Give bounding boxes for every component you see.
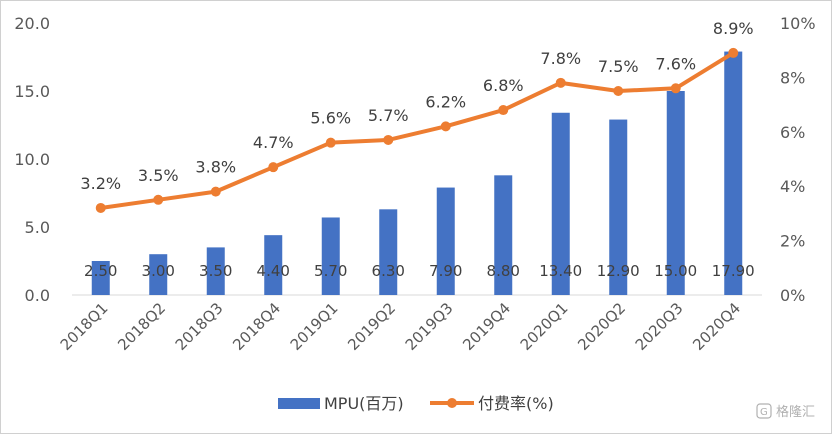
bar: [494, 175, 513, 295]
bar-labels-layer: 2.50 3.00 3.50 4.40 5.70 6.30 7.90 8.80 13.40 12.…: [84, 262, 755, 280]
legend-label-bar: MPU(百万): [324, 394, 404, 413]
line-value-label: 6.8%: [483, 76, 524, 95]
y-left-tick-label: 15.0: [14, 82, 50, 101]
legend-label-line: 付费率(%): [478, 394, 554, 413]
y-left-tick-label: 20.0: [14, 14, 50, 33]
line-point: [325, 137, 336, 148]
bar: [551, 112, 570, 295]
watermark-text: 格隆汇: [776, 404, 815, 420]
bar: [149, 254, 168, 295]
line-series-path: [100, 51, 735, 210]
bar: [436, 187, 455, 295]
bar-value-label: 6.30: [372, 262, 405, 280]
bar-value-label: 8.80: [487, 262, 520, 280]
legend: MPU(百万) 付费率(%): [278, 394, 554, 413]
line-point: [498, 105, 509, 116]
bar: [666, 91, 685, 295]
bar: [91, 261, 110, 295]
bar: [206, 247, 225, 295]
line-value-label: 5.6%: [310, 109, 351, 128]
line-value-label: 5.7%: [368, 106, 409, 125]
line-value-label: 7.6%: [655, 54, 696, 73]
line-value-label: 3.8%: [195, 158, 236, 177]
line-point: [728, 47, 739, 58]
line-value-label: 7.8%: [540, 49, 581, 68]
bar-value-label: 15.00: [654, 262, 697, 280]
bar-value-label: 17.90: [712, 262, 755, 280]
y-right-tick-label: 6%: [780, 123, 805, 142]
bar-value-label: 7.90: [429, 262, 462, 280]
y-right-tick-label: 2%: [780, 232, 805, 251]
line-value-label: 7.5%: [598, 57, 639, 76]
y-right-tick-label: 8%: [780, 68, 805, 87]
line-point: [95, 202, 106, 213]
line-value-label: 4.7%: [253, 133, 294, 152]
line-value-label: 3.2%: [80, 174, 121, 193]
line-labels-layer: 3.2% 3.5% 3.8% 4.7% 5.6% 5.7% 6.2% 6.8% 7.8% 7.5%…: [80, 19, 753, 193]
y-right-tick-label: 4%: [780, 177, 805, 196]
line-point: [555, 77, 566, 88]
bar-value-label: 3.00: [142, 262, 175, 280]
line-point: [440, 121, 451, 132]
y-left-tick-label: 0.0: [25, 286, 50, 305]
bar-value-label: 3.50: [199, 262, 232, 280]
watermark-logo-icon: [756, 403, 772, 419]
bar: [609, 119, 628, 295]
legend-swatch-marker: [447, 398, 457, 408]
bar-value-label: 13.40: [539, 262, 582, 280]
bar: [724, 51, 743, 296]
bar: [264, 235, 283, 295]
bar: [379, 209, 398, 295]
line-value-label: 8.9%: [713, 19, 754, 38]
line-point: [210, 186, 221, 197]
y-right-tick-label: 0%: [780, 286, 805, 305]
watermark: G 格隆汇: [756, 403, 815, 420]
line-point: [670, 83, 681, 94]
y-left-tick-label: 5.0: [25, 218, 50, 237]
line-point: [383, 134, 394, 145]
legend-swatch-bar: [278, 398, 320, 409]
y-left-tick-label: 10.0: [14, 150, 50, 169]
line-value-label: 3.5%: [138, 166, 179, 185]
line-value-label: 6.2%: [425, 92, 466, 111]
bar-value-label: 4.40: [257, 262, 290, 280]
line-point: [613, 86, 624, 96]
line-layer: [95, 47, 739, 213]
line-point: [268, 162, 279, 173]
line-point: [153, 194, 164, 205]
bars-layer: [91, 51, 743, 296]
bar: [321, 217, 340, 295]
bar-value-label: 2.50: [84, 262, 117, 280]
y-right-tick-label: 10%: [780, 14, 816, 33]
watermark-logo-glyph: G: [760, 407, 768, 418]
bar-value-label: 12.90: [597, 262, 640, 280]
bar-value-label: 5.70: [314, 262, 347, 280]
